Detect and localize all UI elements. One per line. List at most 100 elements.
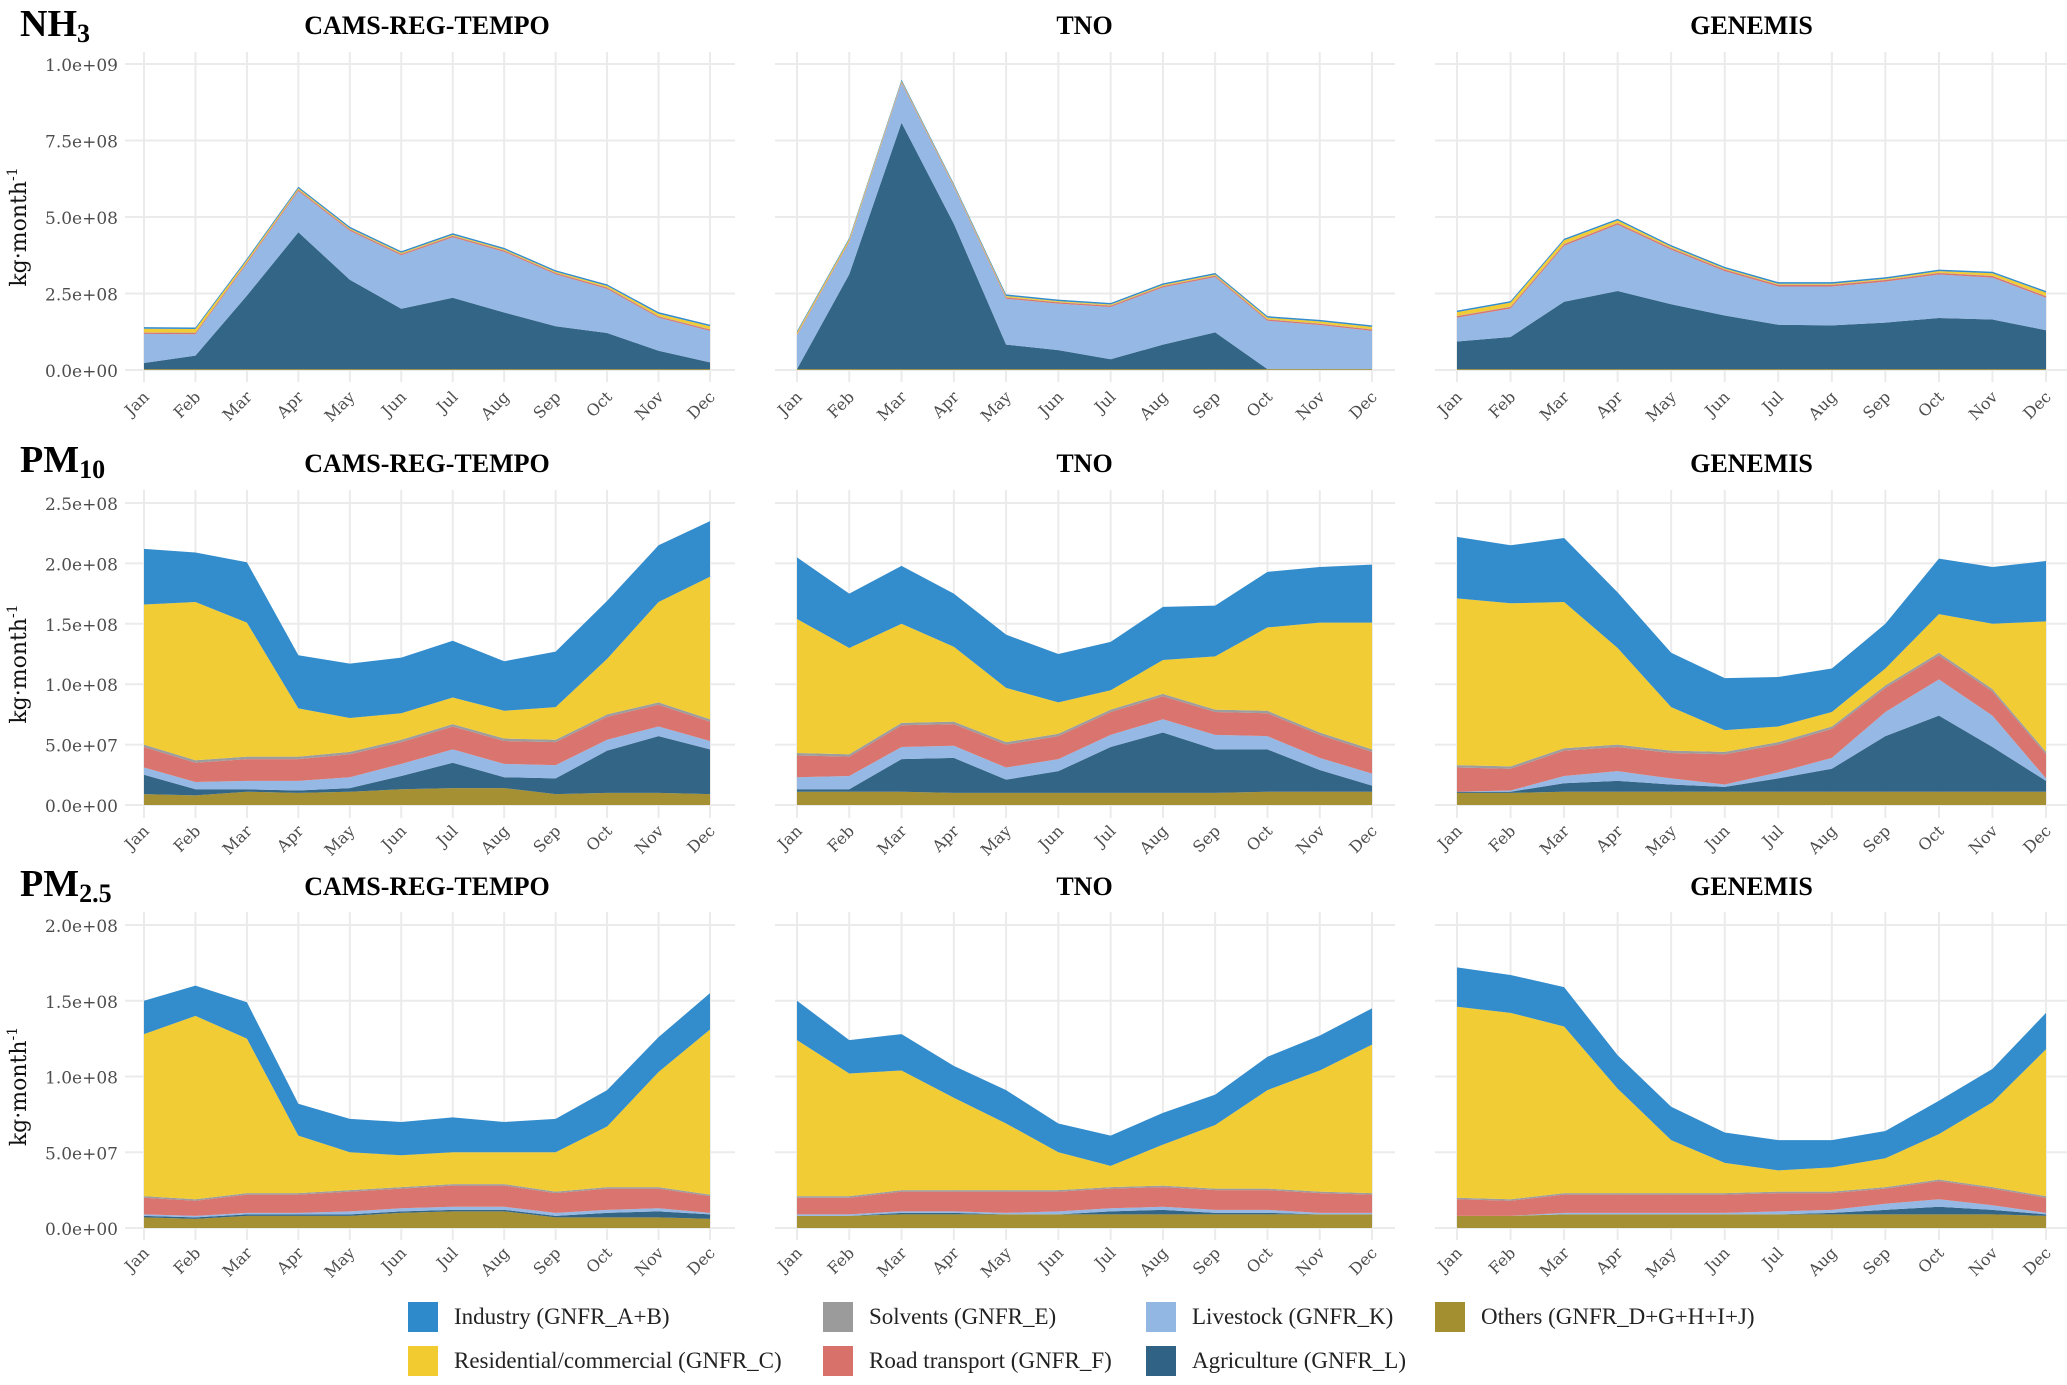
y-tick-label: 1.5e+08: [45, 616, 118, 636]
x-tick-label: Apr: [1591, 1243, 1626, 1278]
area-livestock: [144, 726, 710, 791]
y-tick-label: 0.0e+00: [45, 1220, 118, 1240]
y-axis-label: kg·month-1: [5, 1027, 32, 1146]
area-industry: [1457, 967, 2046, 1171]
x-tick-label: Jul: [431, 821, 461, 851]
x-tick-label: Jun: [1033, 387, 1067, 421]
x-tick-label: Jul: [1757, 387, 1787, 417]
x-tick-label: May: [1642, 1243, 1680, 1281]
x-tick-label: Feb: [1485, 387, 1520, 422]
x-tick-label: Nov: [1965, 1243, 2002, 1280]
x-tick-label: Mar: [873, 821, 910, 858]
x-tick-label: Jun: [376, 1243, 410, 1277]
x-tick-label: Oct: [1914, 821, 1948, 855]
area-solvents: [144, 702, 710, 763]
x-tick-label: Nov: [1292, 387, 1329, 424]
area-others: [144, 369, 710, 370]
panel-title: GENEMIS: [1690, 449, 1813, 478]
area-livestock: [1457, 1199, 2046, 1216]
legend-label: Road transport (GNFR_F): [869, 1348, 1112, 1373]
area-others: [797, 1214, 1372, 1228]
x-tick-label: May: [977, 1243, 1015, 1281]
x-tick-label: Sep: [1189, 821, 1224, 856]
x-tick-label: Feb: [1485, 821, 1520, 856]
gas-label-sub: 2.5: [79, 879, 112, 908]
panel-title: GENEMIS: [1690, 11, 1813, 40]
x-tick-label: Jun: [1033, 1243, 1067, 1277]
x-tick-label: Dec: [1345, 821, 1381, 857]
panel-title: CAMS-REG-TEMPO: [304, 449, 550, 478]
panel-pm25-cams-reg-tempo: CAMS-REG-TEMPO 0.0e+00 5.0e+07 1.0e+08 1.5e+…: [5, 872, 735, 1282]
panel-pm10-cams-reg-tempo: CAMS-REG-TEMPO 0.0e+00 5.0e+07 1.0e+08 1.5e+…: [5, 449, 735, 860]
x-tick-label: Sep: [529, 1243, 564, 1278]
panel-nh3-tno: TNO Jan Feb Mar Apr May Jun Jul Aug Sep Oct Nov Dec: [772, 11, 1395, 426]
panel-title: CAMS-REG-TEMPO: [304, 872, 550, 901]
gas-label-main: NH: [20, 3, 77, 45]
panel-title: CAMS-REG-TEMPO: [304, 11, 550, 40]
area-others: [797, 369, 1372, 370]
legend-swatch-livestock: [1146, 1302, 1176, 1332]
area-industry: [797, 557, 1372, 703]
x-tick-label: Jan: [772, 1243, 805, 1276]
x-tick-label: Feb: [823, 1243, 858, 1278]
area-road: [797, 1187, 1372, 1215]
x-tick-label: Jul: [1757, 821, 1787, 851]
area-others: [1457, 369, 2046, 370]
x-tick-label: Jan: [119, 1243, 152, 1276]
panel-pm25-genemis: GENEMIS Jan Feb Mar Apr May Jun Jul Aug Sep Oct Nov…: [1432, 872, 2067, 1282]
panel-title: TNO: [1056, 11, 1112, 40]
y-tick-label: 0.0e+00: [45, 797, 118, 817]
area-others: [797, 791, 1372, 805]
area-residential: [1457, 1006, 2046, 1200]
x-tick-label: Nov: [1965, 387, 2002, 424]
x-tick-label: Dec: [683, 821, 719, 857]
x-tick-label: May: [977, 387, 1015, 425]
area-others: [1457, 1214, 2046, 1228]
x-tick-label: Nov: [631, 1243, 668, 1280]
panel-title: TNO: [1056, 872, 1112, 901]
legend-swatch-industry: [408, 1302, 438, 1332]
y-tick-label: 2.5e+08: [45, 495, 118, 515]
x-tick-label: Dec: [1345, 387, 1381, 423]
gas-label-main: PM: [20, 863, 80, 905]
x-tick-label: Aug: [1804, 1243, 1841, 1280]
legend: Industry (GNFR_A+B) Solvents (GNFR_E) Li…: [408, 1302, 1908, 1382]
x-tick-label: Nov: [631, 387, 668, 424]
x-tick-label: May: [1642, 821, 1680, 859]
x-tick-label: Jul: [431, 387, 461, 417]
x-tick-label: Sep: [529, 821, 564, 856]
x-tick-label: Mar: [1536, 821, 1573, 858]
area-road: [144, 1185, 710, 1216]
y-tick-label: 1.5e+08: [45, 993, 118, 1013]
gas-label-pm25: PM2.5: [20, 862, 112, 909]
x-tick-label: Apr: [1591, 821, 1626, 856]
x-tick-label: Dec: [2019, 387, 2055, 423]
area-residential: [797, 1040, 1372, 1197]
x-tick-label: Dec: [683, 387, 719, 423]
legend-label: Others (GNFR_D+G+H+I+J): [1481, 1304, 1755, 1329]
area-livestock: [1457, 679, 2046, 792]
gas-label-nh3: NH3: [20, 2, 90, 49]
x-tick-label: Oct: [1914, 387, 1948, 421]
legend-swatch-residential: [408, 1346, 438, 1376]
y-tick-label: 5.0e+08: [45, 209, 118, 229]
x-tick-label: Oct: [1243, 821, 1277, 855]
x-tick-label: Aug: [476, 821, 513, 858]
legend-item-solvents: Solvents (GNFR_E): [823, 1302, 1056, 1332]
y-axis-label: kg·month-1: [5, 167, 32, 286]
legend-label: Livestock (GNFR_K): [1192, 1304, 1394, 1329]
panel-nh3-cams-reg-tempo: CAMS-REG-TEMPO 0.0e+00 2.5e+08 5.0e+08 7.5e+…: [5, 11, 735, 426]
panel-nh3-genemis: GENEMIS Jan Feb Mar Apr May Jun Jul Aug Sep Oct Nov…: [1432, 11, 2067, 426]
y-tick-label: 5.0e+07: [45, 737, 118, 757]
x-tick-label: Dec: [2019, 1243, 2055, 1279]
x-tick-label: Mar: [873, 387, 910, 424]
area-others: [144, 788, 710, 805]
legend-swatch-others: [1435, 1302, 1465, 1332]
x-tick-label: Feb: [170, 1243, 205, 1278]
y-tick-label: 5.0e+07: [45, 1144, 118, 1164]
x-tick-label: Aug: [476, 1243, 513, 1280]
legend-label: Agriculture (GNFR_L): [1192, 1348, 1406, 1373]
x-tick-label: Jul: [431, 1243, 461, 1273]
x-tick-label: May: [320, 821, 358, 859]
